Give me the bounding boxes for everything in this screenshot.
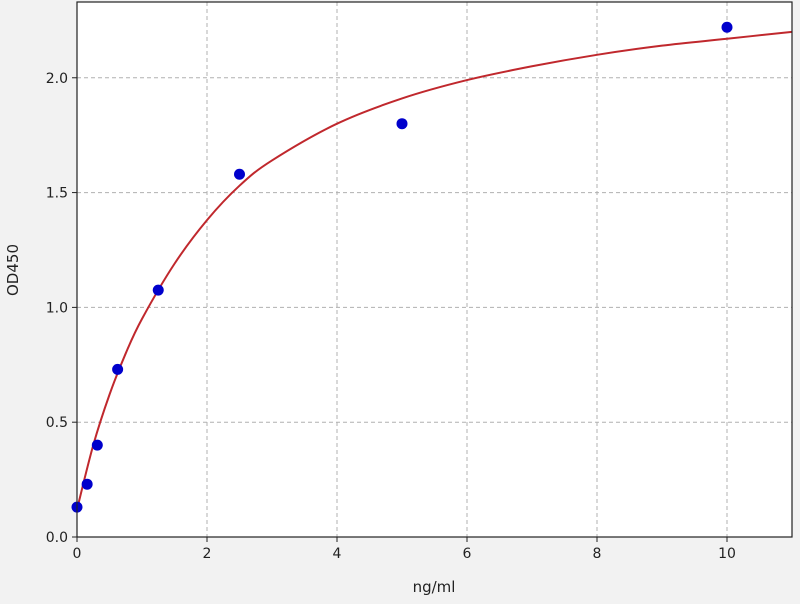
data-point (112, 363, 124, 375)
data-point (396, 118, 408, 130)
data-point (91, 439, 103, 451)
x-tick-label: 0 (73, 546, 82, 562)
plot-frame (76, 1, 793, 538)
x-tick-label: 6 (463, 546, 472, 562)
x-tick-label: 8 (593, 546, 602, 562)
marks (71, 21, 793, 513)
x-axis-label: ng/ml (413, 578, 456, 596)
plot-area (77, 2, 792, 537)
y-tick-label: 1.5 (46, 186, 68, 202)
y-tick-label: 1.0 (46, 300, 68, 316)
data-point (152, 284, 164, 296)
y-tick-label: 0.5 (46, 415, 68, 431)
x-tick-label: 10 (718, 546, 736, 562)
fit-curve (76, 30, 793, 510)
data-point (81, 478, 93, 490)
y-tick-label: 0.0 (46, 530, 68, 546)
y-axis-label: OD450 (4, 244, 22, 296)
data-point (234, 168, 245, 180)
data-point (721, 21, 733, 33)
x-tick-label: 2 (203, 546, 212, 562)
ticks: 0 2 4 6 8 10 0.0 0.5 1.0 1.5 2.0 (46, 71, 736, 562)
y-tick-label: 2.0 (46, 71, 68, 87)
x-tick-label: 4 (333, 546, 342, 562)
